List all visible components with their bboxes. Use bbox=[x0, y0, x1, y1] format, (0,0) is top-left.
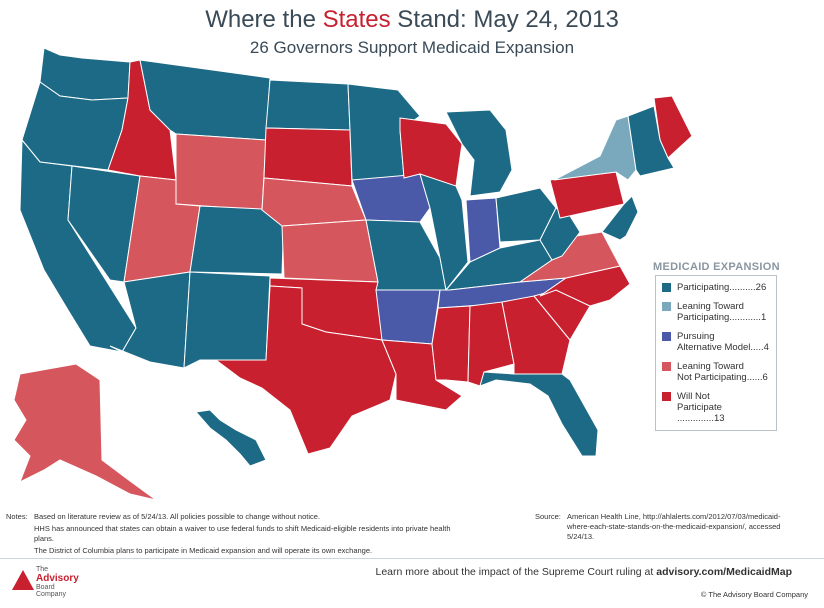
title-accent: States bbox=[322, 6, 391, 33]
state-ms[interactable] bbox=[431, 305, 471, 383]
notes-label: Notes: bbox=[6, 512, 28, 521]
source-label: Source: bbox=[535, 512, 561, 521]
state-sd[interactable] bbox=[263, 127, 353, 187]
legend-label: Pursuing Alternative Model.....4 bbox=[677, 331, 769, 353]
logo-the: The bbox=[36, 566, 49, 573]
state-ia[interactable] bbox=[351, 173, 431, 223]
state-co[interactable] bbox=[189, 205, 285, 275]
note-line: HHS has announced that states can obtain… bbox=[34, 524, 451, 543]
legend-item-alternative: Pursuing Alternative Model.....4 bbox=[662, 331, 770, 353]
us-map bbox=[13, 47, 693, 501]
state-il[interactable] bbox=[419, 173, 469, 292]
logo-triangle-icon bbox=[12, 570, 34, 590]
state-ny[interactable] bbox=[553, 115, 637, 181]
state-wy[interactable] bbox=[175, 133, 267, 211]
state-ak[interactable] bbox=[13, 363, 157, 501]
swatch-leaning-participating bbox=[662, 302, 671, 311]
state-tx[interactable] bbox=[214, 285, 397, 455]
title-part-1: Where the bbox=[205, 6, 323, 33]
state-wv[interactable] bbox=[539, 207, 581, 261]
logo-board: Board bbox=[36, 584, 55, 591]
logo-company: Company bbox=[36, 591, 66, 598]
legend-item-participating: Participating..........26 bbox=[662, 282, 770, 293]
legend-item-will-not: Will Not Participate ..............13 bbox=[662, 391, 770, 424]
advisory-board-logo[interactable]: The Advisory Board Company bbox=[12, 566, 102, 602]
legend: Participating..........26 Leaning Toward… bbox=[655, 275, 777, 431]
title-part-2: Stand: May 24, 2013 bbox=[390, 6, 619, 33]
note-line: The District of Columbia plans to partic… bbox=[34, 546, 373, 555]
page-title: Where the States Stand: May 24, 2013 bbox=[0, 6, 824, 34]
note-line: Based on literature review as of 5/24/13… bbox=[34, 512, 321, 521]
learn-more-text: Learn more about the impact of the Supre… bbox=[375, 566, 657, 578]
legend-label: Leaning Toward Participating............… bbox=[677, 301, 767, 323]
swatch-will-not bbox=[662, 392, 671, 401]
page-subtitle: 26 Governors Support Medicaid Expansion bbox=[249, 38, 575, 57]
swatch-participating bbox=[662, 283, 671, 292]
learn-more: Learn more about the impact of the Supre… bbox=[375, 566, 792, 578]
state-mid-atlantic[interactable] bbox=[601, 195, 639, 241]
source: Source: American Health Line, http://ahl… bbox=[535, 512, 800, 542]
state-ar[interactable] bbox=[375, 289, 441, 345]
legend-label: Will Not Participate ..............13 bbox=[677, 391, 725, 424]
legend-title: MEDICAID EXPANSION bbox=[653, 261, 780, 273]
logo-advisory: Advisory bbox=[36, 573, 79, 584]
swatch-alternative bbox=[662, 332, 671, 341]
legend-item-leaning-participating: Leaning Toward Participating............… bbox=[662, 301, 770, 323]
footer-divider bbox=[0, 558, 824, 559]
state-hi[interactable] bbox=[195, 409, 267, 467]
state-fl[interactable] bbox=[479, 371, 599, 457]
copyright: © The Advisory Board Company bbox=[700, 590, 808, 599]
state-new-england[interactable] bbox=[627, 105, 675, 177]
state-ks[interactable] bbox=[281, 219, 379, 283]
state-nm[interactable] bbox=[183, 271, 271, 369]
state-mi[interactable] bbox=[445, 109, 513, 197]
source-text: American Health Line, http://ahlalerts.c… bbox=[567, 512, 781, 541]
state-nd[interactable] bbox=[265, 79, 351, 131]
legend-label: Leaning Toward Not Participating......6 bbox=[677, 361, 768, 383]
legend-label: Participating..........26 bbox=[677, 282, 767, 293]
legend-item-leaning-not: Leaning Toward Not Participating......6 bbox=[662, 361, 770, 383]
swatch-leaning-not bbox=[662, 362, 671, 371]
notes: Notes: Based on literature review as of … bbox=[6, 512, 456, 558]
learn-more-link[interactable]: advisory.com/MedicaidMap bbox=[656, 566, 792, 578]
